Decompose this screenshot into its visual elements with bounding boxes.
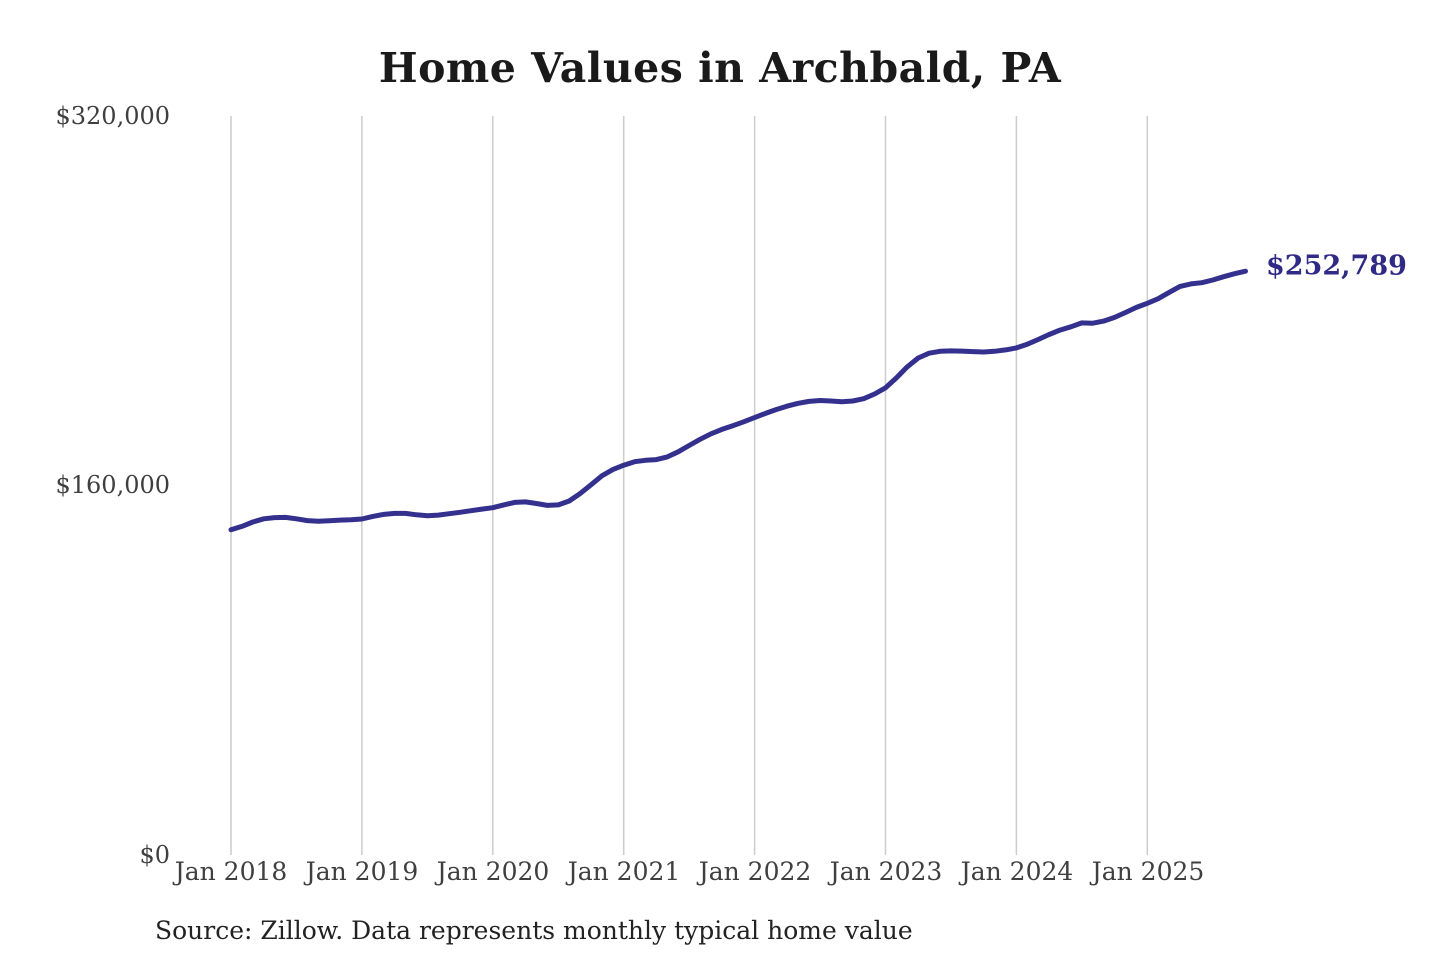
y-tick-160000: $160,000 bbox=[55, 471, 170, 499]
x-tick-jan-2018: Jan 2018 bbox=[174, 857, 288, 886]
x-tick-jan-2023: Jan 2023 bbox=[829, 857, 943, 886]
x-tick-jan-2021: Jan 2021 bbox=[567, 857, 681, 886]
x-tick-jan-2025: Jan 2025 bbox=[1091, 857, 1205, 886]
x-tick-jan-2019: Jan 2019 bbox=[305, 857, 419, 886]
y-tick-320000: $320,000 bbox=[55, 102, 170, 130]
home-value-line bbox=[228, 268, 1248, 533]
latest-value-label: $252,789 bbox=[1266, 250, 1407, 282]
x-tick-jan-2024: Jan 2024 bbox=[960, 857, 1074, 886]
x-tick-jan-2020: Jan 2020 bbox=[436, 857, 550, 886]
y-tick-0: $0 bbox=[139, 841, 170, 869]
x-tick-jan-2022: Jan 2022 bbox=[698, 857, 812, 886]
chart-title: Home Values in Archbald, PA bbox=[378, 44, 1062, 92]
source-note: Source: Zillow. Data represents monthly … bbox=[155, 916, 913, 945]
